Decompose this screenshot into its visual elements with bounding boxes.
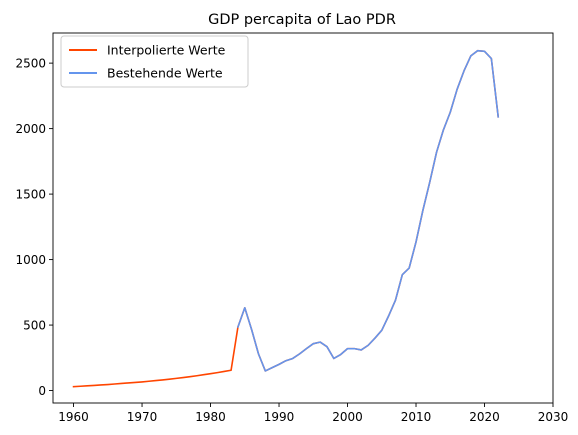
y-tick-label: 1500: [15, 187, 46, 201]
x-tick-label: 1960: [58, 410, 89, 424]
series-line-interpolated: [72, 49, 500, 388]
y-tick-label: 2500: [15, 56, 46, 70]
legend-frame: [60, 35, 249, 88]
axes-frame: [52, 32, 554, 404]
y-tick-label: 2000: [15, 122, 46, 136]
plot-area: [72, 49, 500, 388]
x-tick-label: 1970: [127, 410, 158, 424]
y-tick-label: 0: [38, 384, 46, 398]
x-tick-label: 2020: [469, 410, 500, 424]
x-tick-label: 1980: [195, 410, 226, 424]
y-tick-label: 1000: [15, 253, 46, 267]
x-tick-label: 1990: [264, 410, 295, 424]
chart-title: GDP percapita of Lao PDR: [208, 12, 396, 28]
series-line-existing: [236, 49, 500, 372]
axes: 1960 1970 1980 1990 2000 2010 2020 2030 0 500 1000…: [15, 32, 569, 424]
legend: Interpolierte Werte Bestehende Werte: [60, 35, 249, 88]
y-tick-label: 500: [23, 318, 46, 332]
x-tick-label: 2010: [401, 410, 432, 424]
legend-label-interpolated: Interpolierte Werte: [107, 43, 226, 58]
legend-label-existing: Bestehende Werte: [107, 66, 223, 81]
x-tick-label: 2000: [332, 410, 363, 424]
x-tick-label: 2030: [538, 410, 569, 424]
